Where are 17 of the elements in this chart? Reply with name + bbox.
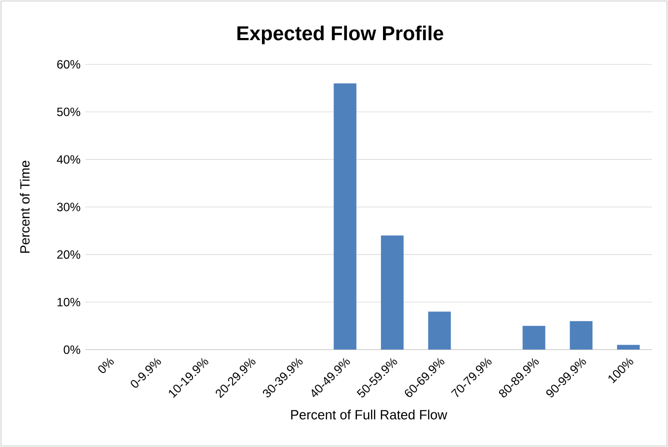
chart-title: Expected Flow Profile: [237, 26, 444, 44]
bar: [380, 236, 404, 350]
y-axis-title: Percent of Time: [20, 160, 30, 253]
y-tick-label: 10%: [58, 298, 80, 306]
y-tick-label: 60%: [57, 60, 80, 69]
bar: [428, 312, 451, 350]
x-axis-title: Percent of Full Rated Flow: [291, 410, 448, 420]
bar: [617, 344, 640, 350]
y-tick-label: 30%: [57, 202, 80, 212]
bar: [522, 326, 546, 350]
bar: [334, 83, 356, 350]
y-tick-label: 40%: [56, 155, 80, 164]
y-tick-label: 0%: [64, 345, 80, 354]
y-tick-label: 50%: [57, 108, 80, 116]
bar: [570, 321, 592, 350]
y-tick-label: 20%: [57, 250, 80, 259]
x-tick-label: 0%: [98, 358, 114, 374]
